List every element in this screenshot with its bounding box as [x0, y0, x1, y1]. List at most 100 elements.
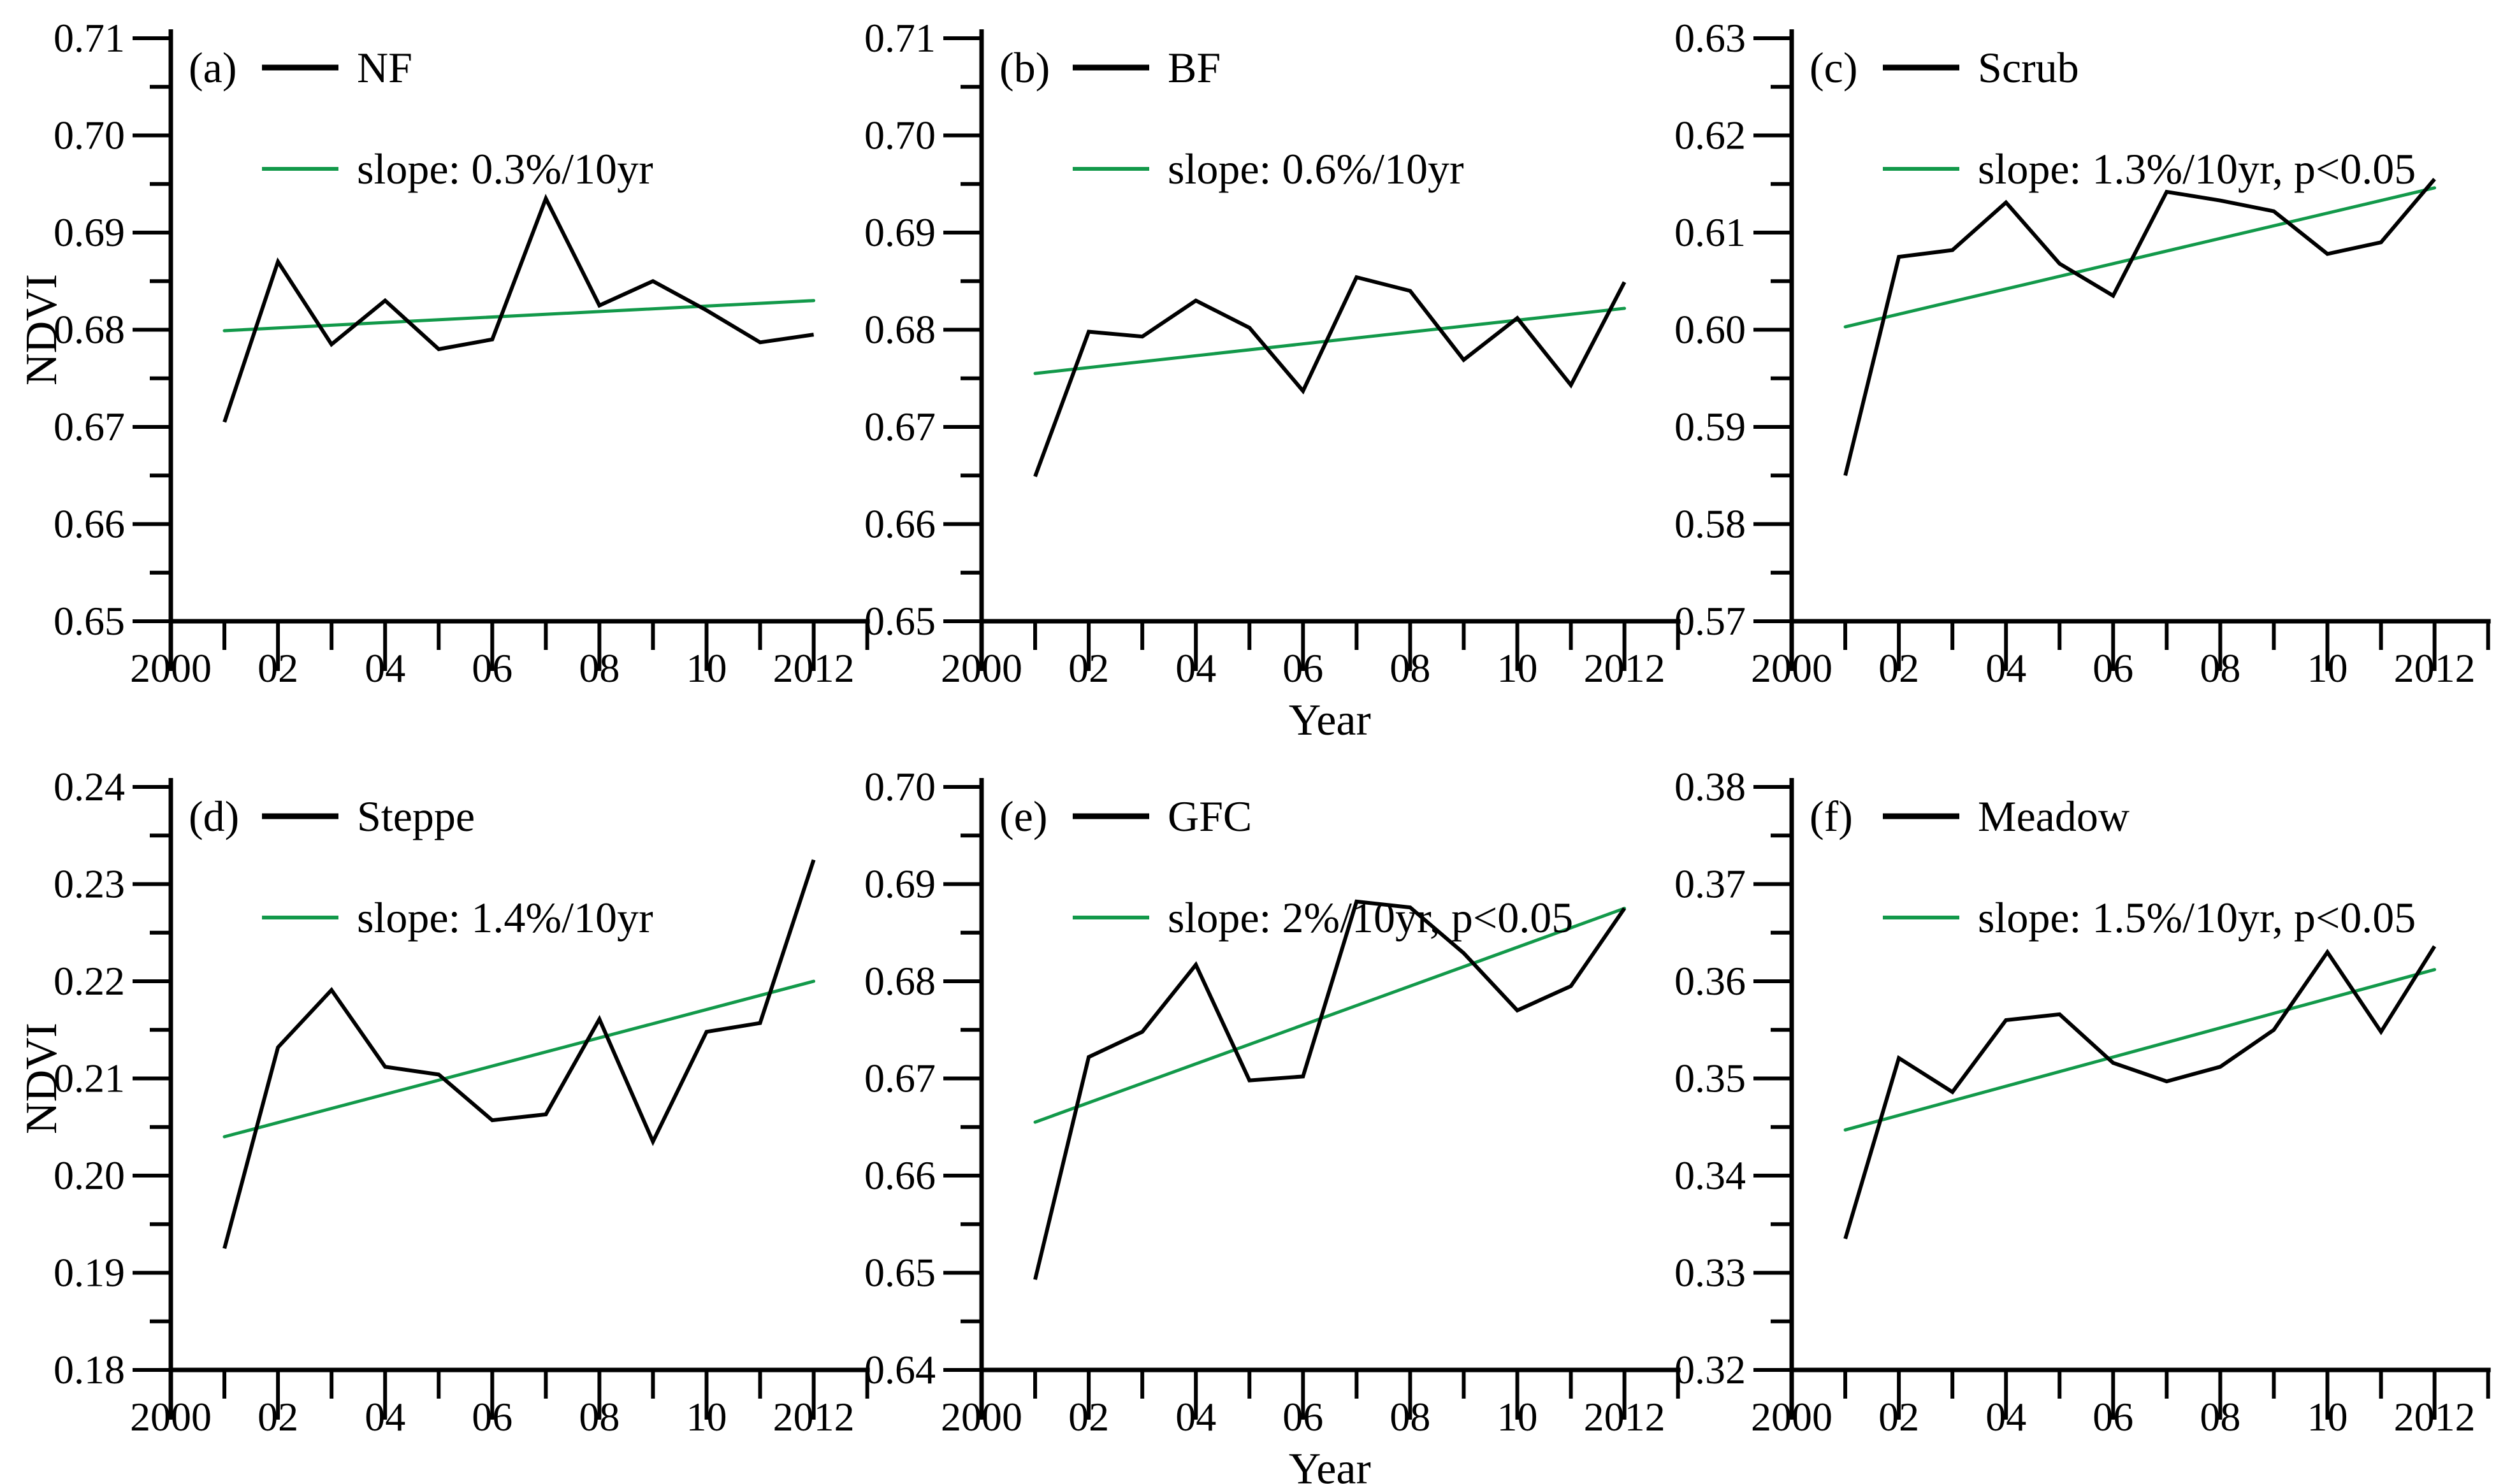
y-tick-label: 0.21: [54, 1056, 125, 1101]
y-tick-label: 0.24: [54, 764, 125, 809]
y-tick-label: 0.70: [54, 113, 125, 158]
x-tick-label: 04: [1175, 645, 1216, 691]
y-axis-title: NDVI: [17, 274, 66, 385]
x-tick-label: 10: [686, 645, 727, 691]
y-tick-label: 0.63: [1674, 15, 1746, 61]
trend-line-nf: [222, 299, 816, 333]
y-tick-label: 0.65: [864, 1250, 936, 1295]
y-tick-label: 0.69: [54, 210, 125, 255]
y-tick-label: 0.67: [864, 404, 936, 449]
x-tick-label: 02: [1878, 1394, 1919, 1439]
y-tick-label: 0.71: [864, 15, 936, 61]
series-line-scrub: [1843, 178, 2436, 477]
y-tick-label: 0.68: [864, 958, 936, 1004]
y-tick-label: 0.61: [1674, 210, 1746, 255]
y-tick-label: 0.69: [864, 861, 936, 907]
panel-letter: (d): [189, 792, 239, 840]
legend-trend-label: slope: 1.3%/10yr, p<0.05: [1978, 145, 2416, 193]
x-tick-label: 2000: [130, 1394, 212, 1439]
legend-series-label: Meadow: [1978, 792, 2130, 840]
y-tick-label: 0.70: [864, 764, 936, 809]
x-tick-label: 08: [1389, 645, 1430, 691]
legend-trend-label: slope: 1.5%/10yr, p<0.05: [1978, 893, 2416, 942]
panel-letter: (e): [999, 792, 1047, 840]
y-tick-label: 0.70: [864, 113, 936, 158]
trend-line-bf: [1033, 306, 1627, 375]
x-tick-label: 02: [1878, 645, 1919, 691]
y-tick-label: 0.68: [54, 307, 125, 352]
legend-series-label: BF: [1168, 43, 1221, 92]
y-tick-label: 0.57: [1674, 598, 1746, 644]
x-tick-label: 2012: [773, 645, 855, 691]
y-tick-label: 0.59: [1674, 404, 1746, 449]
series-line-nf: [222, 194, 815, 423]
y-tick-label: 0.37: [1674, 861, 1746, 907]
legend-series-label: Steppe: [357, 792, 475, 840]
x-tick-label: 06: [2093, 645, 2133, 691]
x-tick-label: 2000: [1751, 1394, 1832, 1439]
y-tick-label: 0.33: [1674, 1250, 1746, 1295]
x-tick-label: 06: [1282, 1394, 1323, 1439]
y-tick-label: 0.69: [864, 210, 936, 255]
legend-trend-label: slope: 1.4%/10yr: [357, 893, 653, 942]
x-tick-label: 02: [258, 645, 298, 691]
y-tick-label: 0.38: [1674, 764, 1746, 809]
x-tick-label: 06: [472, 1394, 512, 1439]
y-tick-label: 0.66: [864, 501, 936, 547]
series-line-steppe: [222, 859, 816, 1250]
trend-line-scrub: [1843, 186, 2437, 329]
y-tick-label: 0.58: [1674, 501, 1746, 547]
x-tick-label: 10: [1497, 1394, 1538, 1439]
legend-trend-label: slope: 2%/10yr, p<0.05: [1168, 893, 1573, 942]
y-tick-label: 0.66: [864, 1153, 936, 1198]
y-tick-label: 0.65: [864, 598, 936, 644]
y-axis-title: NDVI: [17, 1023, 66, 1134]
x-tick-label: 2012: [2394, 1394, 2476, 1439]
y-tick-label: 0.19: [54, 1250, 125, 1295]
y-tick-label: 0.36: [1674, 958, 1746, 1004]
trend-line-steppe: [222, 979, 816, 1139]
x-tick-label: 2000: [1751, 645, 1832, 691]
x-tick-label: 2012: [1584, 645, 1665, 691]
y-tick-label: 0.68: [864, 307, 936, 352]
y-tick-label: 0.71: [54, 15, 125, 61]
x-tick-label: 10: [686, 1394, 727, 1439]
y-tick-label: 0.67: [54, 404, 125, 449]
x-tick-label: 06: [1282, 645, 1323, 691]
y-tick-label: 0.23: [54, 861, 125, 907]
y-tick-label: 0.35: [1674, 1056, 1746, 1101]
x-axis-title: Year: [1289, 696, 1371, 745]
y-tick-label: 0.22: [54, 958, 125, 1004]
x-tick-label: 02: [258, 1394, 298, 1439]
y-tick-label: 0.18: [54, 1347, 125, 1392]
x-tick-label: 02: [1068, 645, 1109, 691]
x-tick-label: 02: [1068, 1394, 1109, 1439]
trend-line-gfc: [1033, 907, 1627, 1124]
x-tick-label: 10: [2307, 645, 2348, 691]
y-tick-label: 0.64: [864, 1347, 936, 1392]
legend-series-label: GFC: [1168, 792, 1252, 840]
x-tick-label: 04: [1985, 645, 2026, 691]
y-tick-label: 0.65: [54, 598, 125, 644]
x-tick-label: 08: [1389, 1394, 1430, 1439]
x-tick-label: 08: [579, 1394, 620, 1439]
legend-series-label: Scrub: [1978, 43, 2079, 92]
x-tick-label: 2000: [130, 645, 212, 691]
y-tick-label: 0.20: [54, 1153, 125, 1198]
y-tick-label: 0.66: [54, 501, 125, 547]
x-tick-label: 06: [472, 645, 512, 691]
x-tick-label: 10: [2307, 1394, 2348, 1439]
series-line-meadow: [1843, 945, 2437, 1239]
x-tick-label: 08: [2200, 645, 2240, 691]
x-tick-label: 10: [1497, 645, 1538, 691]
x-tick-label: 04: [365, 1394, 405, 1439]
legend-series-label: NF: [357, 43, 412, 92]
series-line-gfc: [1033, 899, 1627, 1280]
